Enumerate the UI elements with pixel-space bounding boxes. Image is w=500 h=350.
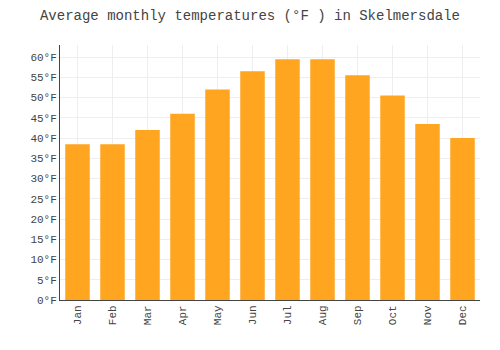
svg-text:0°F: 0°F <box>37 295 57 307</box>
svg-text:Sep: Sep <box>352 305 364 325</box>
svg-text:Average monthly temperatures (: Average monthly temperatures (°F ) in Sk… <box>40 8 460 24</box>
svg-text:May: May <box>212 305 224 325</box>
svg-text:Apr: Apr <box>177 305 189 325</box>
svg-text:45°F: 45°F <box>30 113 56 125</box>
svg-text:55°F: 55°F <box>30 72 56 84</box>
svg-text:Jul: Jul <box>282 305 294 325</box>
svg-text:Jun: Jun <box>247 305 259 325</box>
svg-text:Aug: Aug <box>317 305 329 325</box>
svg-text:10°F: 10°F <box>30 254 56 266</box>
svg-text:15°F: 15°F <box>30 234 56 246</box>
svg-text:30°F: 30°F <box>30 173 56 185</box>
svg-text:35°F: 35°F <box>30 153 56 165</box>
svg-text:Nov: Nov <box>422 305 434 325</box>
svg-text:5°F: 5°F <box>37 275 57 287</box>
svg-text:25°F: 25°F <box>30 194 56 206</box>
svg-text:40°F: 40°F <box>30 133 56 145</box>
svg-text:60°F: 60°F <box>30 52 56 64</box>
svg-text:Feb: Feb <box>107 305 119 325</box>
svg-text:Oct: Oct <box>387 305 399 325</box>
svg-text:Mar: Mar <box>142 305 154 325</box>
svg-text:50°F: 50°F <box>30 92 56 104</box>
svg-text:20°F: 20°F <box>30 214 56 226</box>
svg-text:Dec: Dec <box>457 305 469 325</box>
svg-text:Jan: Jan <box>72 305 84 325</box>
